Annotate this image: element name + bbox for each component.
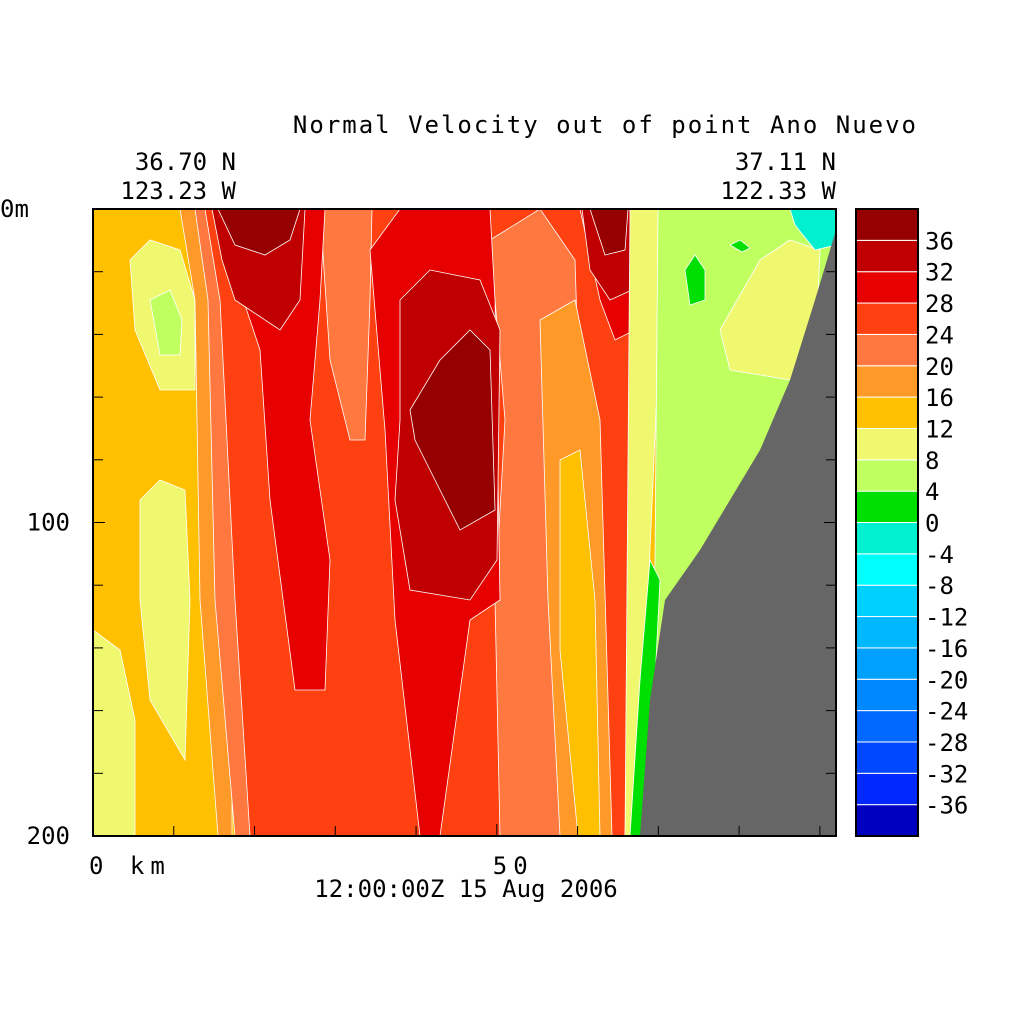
end-lon: 122.33 W (720, 177, 836, 205)
colorbar-cell (855, 490, 919, 523)
contour-region (684, 254, 706, 306)
colorbar-tick-label: -8 (925, 572, 954, 600)
colorbar-tick-label: 4 (925, 478, 939, 506)
colorbar-tick-label: -20 (925, 666, 968, 694)
colorbar-cell (855, 522, 919, 555)
colorbar-cell (855, 333, 919, 367)
time-label: 12:00:00Z 15 Aug 2006 (314, 875, 617, 903)
colorbar-cell (855, 396, 919, 429)
colorbar-tick-label: 0 (925, 510, 939, 538)
contour-region (409, 329, 496, 531)
colorbar-tick-label: -24 (925, 698, 968, 726)
x-tick-label: 0 km (89, 852, 171, 880)
start-lat: 36.70 N (135, 148, 236, 176)
end-lat: 37.11 N (735, 148, 836, 176)
start-lon: 123.23 W (120, 177, 236, 205)
colorbar-cell (855, 208, 919, 241)
land-mask (640, 230, 836, 836)
colorbar-cell (855, 804, 919, 837)
x-tick-label: 50 (493, 852, 534, 880)
colorbar-frame (855, 208, 919, 837)
colorbar-tick-label: -28 (925, 729, 968, 757)
colorbar-cell (855, 271, 919, 304)
colorbar-cell (855, 647, 919, 680)
y-tick-label: 0m (0, 195, 29, 223)
y-tick-label: 100 (27, 509, 70, 537)
contour-region (729, 239, 751, 253)
colorbar-cell (855, 584, 919, 618)
colorbar-tick-label: 8 (925, 447, 939, 475)
chart-title: Normal Velocity out of point Ano Nuevo (293, 111, 918, 139)
colorbar-tick-label: 12 (925, 415, 954, 443)
colorbar-tick-label: 36 (925, 227, 954, 255)
colorbar-tick-label: 24 (925, 321, 954, 349)
colorbar-cell (855, 427, 919, 461)
colorbar-tick-label: -4 (925, 541, 954, 569)
colorbar-cell (855, 772, 919, 806)
colorbar-tick-label: 32 (925, 259, 954, 287)
colorbar-cell (855, 239, 919, 273)
colorbar-cell (855, 365, 919, 398)
colorbar-tick-label: -36 (925, 792, 968, 820)
colorbar-tick-label: 20 (925, 353, 954, 381)
colorbar-cell (855, 616, 919, 649)
colorbar-cell (855, 553, 919, 586)
colorbar-tick-label: -32 (925, 760, 968, 788)
colorbar-cell (855, 302, 919, 335)
contour-region (149, 289, 183, 356)
colorbar-tick-label: -16 (925, 635, 968, 663)
colorbar-cell (855, 459, 919, 492)
colorbar-cell (855, 678, 919, 712)
colorbar-cell (855, 710, 919, 743)
colorbar-tick-label: 16 (925, 384, 954, 412)
colorbar-cell (855, 741, 919, 774)
colorbar-tick-label: -12 (925, 604, 968, 632)
contour-region (139, 479, 191, 762)
colorbar-tick-label: 28 (925, 290, 954, 318)
y-tick-label: 200 (27, 822, 70, 850)
